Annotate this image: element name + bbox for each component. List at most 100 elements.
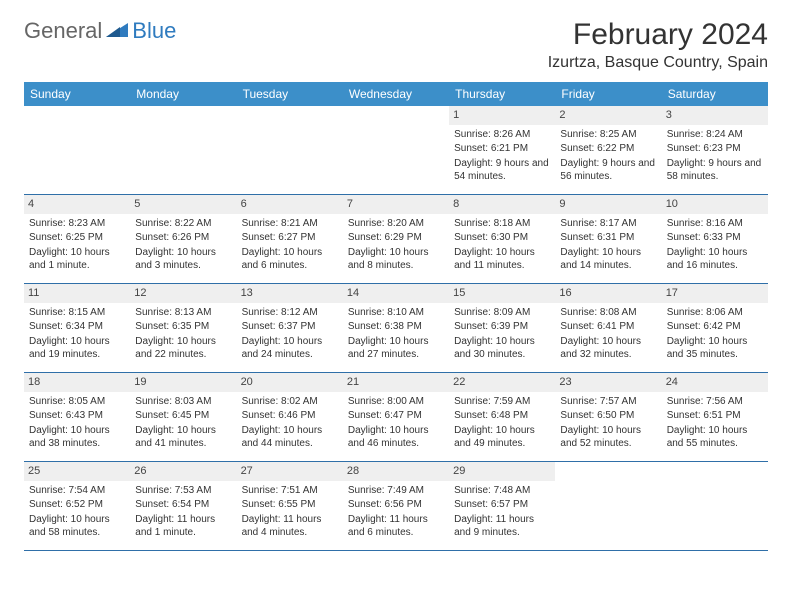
daylight-text: Daylight: 9 hours and 58 minutes. — [667, 157, 763, 184]
weekday-header: Monday — [130, 82, 236, 106]
header: General Blue February 2024 Izurtza, Basq… — [24, 18, 768, 72]
day-cell: 10 Sunrise: 8:16 AMSunset: 6:33 PMDayligh… — [662, 195, 768, 283]
sunset-text: Sunset: 6:31 PM — [560, 231, 656, 245]
day-cell: 17Sunrise: 8:06 AMSunset: 6:42 PMDayligh… — [662, 284, 768, 372]
day-cell: 27 Sunrise: 7:51 AMSunset: 6:55 PMDayligh… — [237, 462, 343, 550]
day-number: 5 — [130, 195, 236, 214]
sunrise-text: Sunrise: 7:57 AM — [560, 395, 656, 409]
day-number: 11 — [24, 284, 130, 303]
day-info: Sunrise: 7:51 AMSunset: 6:55 PMDaylight:… — [242, 484, 338, 540]
sunset-text: Sunset: 6:56 PM — [348, 498, 444, 512]
sunset-text: Sunset: 6:26 PM — [135, 231, 231, 245]
day-cell: 2 Sunrise: 8:25 AMSunset: 6:22 PMDaylight… — [555, 106, 661, 194]
day-number: 2 — [555, 106, 661, 125]
day-info: Sunrise: 8:00 AMSunset: 6:47 PMDaylight:… — [348, 395, 444, 451]
sunset-text: Sunset: 6:41 PM — [560, 320, 656, 334]
sunset-text: Sunset: 6:33 PM — [667, 231, 763, 245]
sunset-text: Sunset: 6:38 PM — [348, 320, 444, 334]
weeks-container: 1 Sunrise: 8:26 AMSunset: 6:21 PMDaylight… — [24, 106, 768, 551]
day-number: 1 — [449, 106, 555, 125]
day-info: Sunrise: 8:18 AMSunset: 6:30 PMDaylight:… — [454, 217, 550, 273]
sunrise-text: Sunrise: 7:53 AM — [135, 484, 231, 498]
daylight-text: Daylight: 10 hours and 3 minutes. — [135, 246, 231, 273]
day-number: 13 — [237, 284, 343, 303]
sunrise-text: Sunrise: 8:05 AM — [29, 395, 125, 409]
day-info: Sunrise: 8:16 AMSunset: 6:33 PMDaylight:… — [667, 217, 763, 273]
logo: General Blue — [24, 18, 176, 44]
weekday-header: Sunday — [24, 82, 130, 106]
sunset-text: Sunset: 6:55 PM — [242, 498, 338, 512]
day-info: Sunrise: 7:48 AMSunset: 6:57 PMDaylight:… — [454, 484, 550, 540]
day-cell: 18 Sunrise: 8:05 AMSunset: 6:43 PMDayligh… — [24, 373, 130, 461]
sunrise-text: Sunrise: 8:13 AM — [135, 306, 231, 320]
day-number: 27 — [237, 462, 343, 481]
day-number: 18 — [24, 373, 130, 392]
sunrise-text: Sunrise: 8:25 AM — [560, 128, 656, 142]
sunrise-text: Sunrise: 8:21 AM — [242, 217, 338, 231]
logo-text-general: General — [24, 18, 102, 44]
day-info: Sunrise: 8:03 AMSunset: 6:45 PMDaylight:… — [135, 395, 231, 451]
day-info: Sunrise: 8:15 AMSunset: 6:34 PMDaylight:… — [29, 306, 125, 362]
day-info: Sunrise: 8:02 AMSunset: 6:46 PMDaylight:… — [242, 395, 338, 451]
daylight-text: Daylight: 11 hours and 4 minutes. — [242, 513, 338, 540]
daylight-text: Daylight: 10 hours and 32 minutes. — [560, 335, 656, 362]
day-number: 22 — [449, 373, 555, 392]
day-number: 20 — [237, 373, 343, 392]
day-cell: 28Sunrise: 7:49 AMSunset: 6:56 PMDayligh… — [343, 462, 449, 550]
sunset-text: Sunset: 6:35 PM — [135, 320, 231, 334]
weekday-header: Tuesday — [237, 82, 343, 106]
sunrise-text: Sunrise: 8:00 AM — [348, 395, 444, 409]
day-number: 21 — [343, 373, 449, 392]
daylight-text: Daylight: 10 hours and 38 minutes. — [29, 424, 125, 451]
day-cell-empty — [237, 106, 343, 194]
daylight-text: Daylight: 10 hours and 58 minutes. — [29, 513, 125, 540]
day-cell-empty — [24, 106, 130, 194]
sunset-text: Sunset: 6:43 PM — [29, 409, 125, 423]
day-info: Sunrise: 8:08 AMSunset: 6:41 PMDaylight:… — [560, 306, 656, 362]
sunset-text: Sunset: 6:57 PM — [454, 498, 550, 512]
day-cell: 21 Sunrise: 8:00 AMSunset: 6:47 PMDayligh… — [343, 373, 449, 461]
sunrise-text: Sunrise: 7:56 AM — [667, 395, 763, 409]
daylight-text: Daylight: 10 hours and 11 minutes. — [454, 246, 550, 273]
day-cell: 7Sunrise: 8:20 AMSunset: 6:29 PMDaylight… — [343, 195, 449, 283]
day-info: Sunrise: 7:57 AMSunset: 6:50 PMDaylight:… — [560, 395, 656, 451]
day-info: Sunrise: 8:26 AMSunset: 6:21 PMDaylight:… — [454, 128, 550, 184]
sunset-text: Sunset: 6:48 PM — [454, 409, 550, 423]
daylight-text: Daylight: 9 hours and 54 minutes. — [454, 157, 550, 184]
sunset-text: Sunset: 6:23 PM — [667, 142, 763, 156]
day-cell: 15Sunrise: 8:09 AMSunset: 6:39 PMDayligh… — [449, 284, 555, 372]
sunset-text: Sunset: 6:51 PM — [667, 409, 763, 423]
day-number: 28 — [343, 462, 449, 481]
weekday-header: Thursday — [449, 82, 555, 106]
day-info: Sunrise: 8:25 AMSunset: 6:22 PMDaylight:… — [560, 128, 656, 184]
location-label: Izurtza, Basque Country, Spain — [548, 54, 768, 72]
sunrise-text: Sunrise: 8:22 AM — [135, 217, 231, 231]
calendar: SundayMondayTuesdayWednesdayThursdayFrid… — [24, 82, 768, 551]
sunset-text: Sunset: 6:27 PM — [242, 231, 338, 245]
sunrise-text: Sunrise: 7:48 AM — [454, 484, 550, 498]
sunrise-text: Sunrise: 8:18 AM — [454, 217, 550, 231]
sunrise-text: Sunrise: 8:15 AM — [29, 306, 125, 320]
weekday-header: Friday — [555, 82, 661, 106]
day-cell: 3Sunrise: 8:24 AMSunset: 6:23 PMDaylight… — [662, 106, 768, 194]
daylight-text: Daylight: 11 hours and 6 minutes. — [348, 513, 444, 540]
daylight-text: Daylight: 10 hours and 46 minutes. — [348, 424, 444, 451]
day-number: 16 — [555, 284, 661, 303]
sunrise-text: Sunrise: 8:02 AM — [242, 395, 338, 409]
day-number: 10 — [662, 195, 768, 214]
daylight-text: Daylight: 10 hours and 22 minutes. — [135, 335, 231, 362]
day-cell: 4Sunrise: 8:23 AMSunset: 6:25 PMDaylight… — [24, 195, 130, 283]
day-cell-empty — [662, 462, 768, 550]
day-number: 7 — [343, 195, 449, 214]
day-number: 12 — [130, 284, 236, 303]
sunrise-text: Sunrise: 7:54 AM — [29, 484, 125, 498]
sunrise-text: Sunrise: 8:23 AM — [29, 217, 125, 231]
day-number: 9 — [555, 195, 661, 214]
daylight-text: Daylight: 10 hours and 41 minutes. — [135, 424, 231, 451]
sunset-text: Sunset: 6:54 PM — [135, 498, 231, 512]
day-cell: 9Sunrise: 8:17 AMSunset: 6:31 PMDaylight… — [555, 195, 661, 283]
daylight-text: Daylight: 9 hours and 56 minutes. — [560, 157, 656, 184]
day-number: 3 — [662, 106, 768, 125]
week-row: 1 Sunrise: 8:26 AMSunset: 6:21 PMDaylight… — [24, 106, 768, 195]
daylight-text: Daylight: 10 hours and 30 minutes. — [454, 335, 550, 362]
